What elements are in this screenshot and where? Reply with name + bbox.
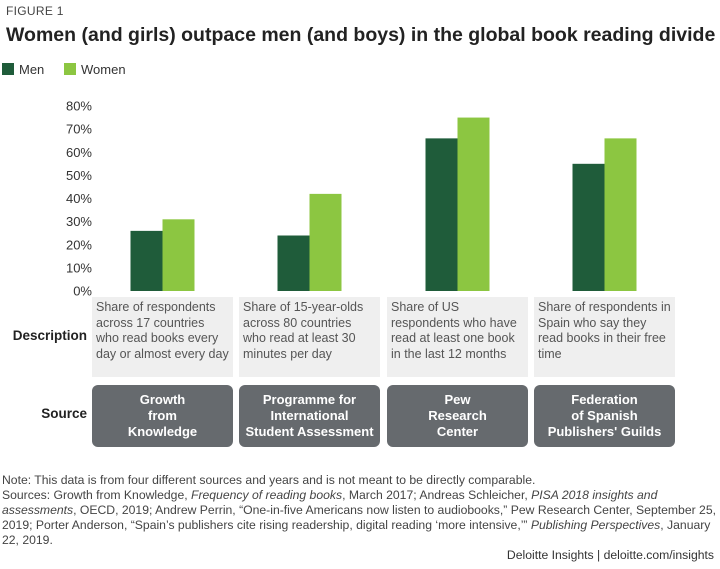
source-box-1: Growth from Knowledge [92,385,233,447]
y-tick-label: 70% [66,122,92,137]
description-box-4: Share of respondents in Spain who say th… [534,297,675,377]
bar-men-4 [572,163,605,291]
sources-text: Sources: Growth from Knowledge, Frequenc… [2,488,716,547]
description-box-1: Share of respondents across 17 countries… [92,297,233,377]
source-row-label: Source [41,406,87,421]
y-tick-label: 60% [66,145,92,160]
legend-item-men: Men [2,62,44,77]
legend-label-women: Women [81,62,126,77]
y-tick-label: 0% [73,284,92,299]
y-tick-label: 20% [66,237,92,252]
source-box-2: Programme for International Student Asse… [239,385,380,447]
bar-women-1 [162,219,195,291]
bars [130,117,637,291]
y-tick-label: 30% [66,214,92,229]
y-tick-label: 50% [66,168,92,183]
bar-chart: 0% 10% 20% 30% 40% 50% 60% 70% 80% [66,99,637,299]
bar-men-3 [425,138,458,291]
source-box-3: Pew Research Center [387,385,528,447]
legend-swatch-men [2,63,14,75]
y-tick-label: 40% [66,191,92,206]
legend-label-men: Men [19,62,45,77]
description-row-label: Description [12,328,87,343]
footer-credit: Deloitte Insights | deloitte.com/insight… [506,548,714,562]
description-box-3: Share of US respondents who have read at… [387,297,528,377]
note-text: Note: This data is from four different s… [2,473,536,487]
source-box-4: Federation of Spanish Publishers' Guilds [534,385,675,447]
figure-label: FIGURE 1 [6,4,64,18]
y-tick-label: 10% [66,260,92,275]
description-box-2: Share of 15-year-olds across 80 countrie… [239,297,380,377]
y-axis: 0% 10% 20% 30% 40% 50% 60% 70% 80% [66,99,92,299]
legend-item-women: Women [64,62,126,77]
y-tick-label: 80% [66,99,92,114]
legend-swatch-women [64,63,76,75]
notes: Note: This data is from four different s… [2,473,718,548]
bar-women-4 [604,138,637,291]
bar-women-3 [457,117,490,291]
bar-men-1 [130,230,163,291]
bar-men-2 [277,235,310,291]
bar-women-2 [309,193,342,291]
chart-title: Women (and girls) outpace men (and boys)… [6,24,716,46]
